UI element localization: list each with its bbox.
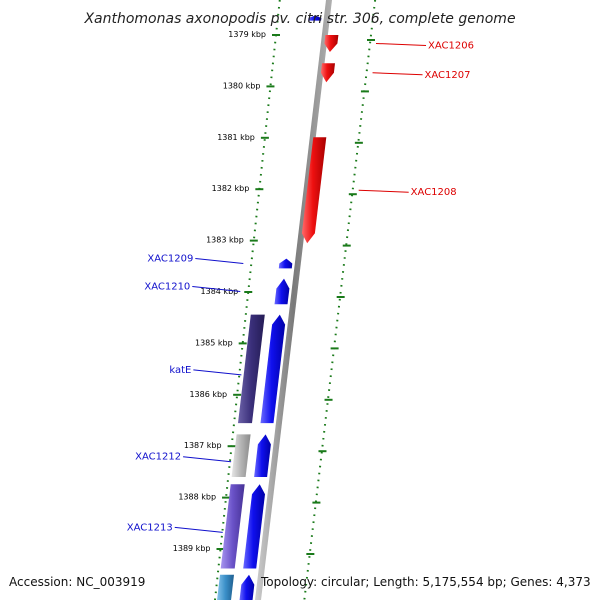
- kbp-tick-label: 1389 kbp: [173, 544, 211, 553]
- gene-xac1207[interactable]: [320, 63, 335, 83]
- gene-label-xac1209[interactable]: XAC1209: [147, 253, 193, 264]
- gene-features: [217, 15, 339, 600]
- label-leader-line: [174, 526, 223, 533]
- dotted-rings: [213, 0, 377, 600]
- label-leader-line: [358, 189, 409, 193]
- gene-xac1209[interactable]: [278, 258, 293, 269]
- kbp-tick-label: 1384 kbp: [201, 287, 239, 296]
- kbp-tick-label: 1387 kbp: [184, 441, 222, 450]
- gene-arrow[interactable]: [243, 484, 265, 569]
- gene-arrow[interactable]: [239, 574, 255, 600]
- gene-label-xac1208[interactable]: XAC1208: [411, 187, 457, 198]
- kbp-tick-label: 1383 kbp: [206, 236, 244, 245]
- gene-label-xac1213[interactable]: XAC1213: [127, 522, 173, 533]
- label-leader-line: [192, 285, 241, 292]
- gene-arrow[interactable]: [254, 434, 271, 477]
- gene-label-xac1207[interactable]: XAC1207: [425, 70, 471, 81]
- gene-label-kate[interactable]: katE: [169, 365, 191, 376]
- gene-arrow[interactable]: [308, 15, 322, 21]
- topology-text: Topology: circular; Length: 5,175,554 bp…: [260, 575, 591, 589]
- gene-label-xac1212[interactable]: XAC1212: [135, 452, 181, 463]
- gene-xac1212[interactable]: [231, 434, 251, 477]
- gene-label-xac1210[interactable]: XAC1210: [144, 281, 190, 292]
- kbp-tick-label: 1381 kbp: [217, 133, 255, 142]
- label-leader-line: [183, 456, 232, 463]
- gene-xac1206[interactable]: [324, 35, 339, 52]
- gene-label-xac1206[interactable]: XAC1206: [428, 40, 474, 51]
- gene-xac1213[interactable]: [220, 484, 245, 569]
- label-leader-line: [372, 72, 423, 76]
- gene-arrow[interactable]: [260, 314, 286, 424]
- kbp-tick-label: 1380 kbp: [223, 81, 261, 90]
- kbp-tick-label: 1379 kbp: [228, 30, 266, 39]
- kbp-tick-label: 1382 kbp: [212, 184, 250, 193]
- label-leader-line: [375, 42, 427, 46]
- kbp-tick-label: 1385 kbp: [195, 338, 233, 347]
- accession-text: Accession: NC_003919: [9, 575, 145, 589]
- gene-xac1210[interactable]: [274, 278, 290, 305]
- inner-dotted-ring: [213, 0, 281, 600]
- label-leader-line: [195, 257, 244, 264]
- map-title: Xanthomonas axonopodis pv. citri str. 30…: [83, 11, 515, 27]
- outer-dotted-ring: [303, 0, 377, 600]
- gene-labels: XAC1206 XAC1207 XAC1208 XAC1209 XAC1210 katE X…: [127, 40, 474, 533]
- gene-xac1208[interactable]: [301, 137, 327, 244]
- kbp-tick-label: 1388 kbp: [178, 493, 216, 502]
- scale-ticks: 1379 kbp 1380 kbp 1381 kbp 1382 kbp 1383 kbp…: [173, 30, 375, 555]
- label-leader-line: [193, 369, 242, 376]
- gene-arrow[interactable]: [217, 574, 234, 600]
- kbp-tick-label: 1386 kbp: [189, 390, 227, 399]
- gene-kate[interactable]: [238, 314, 265, 424]
